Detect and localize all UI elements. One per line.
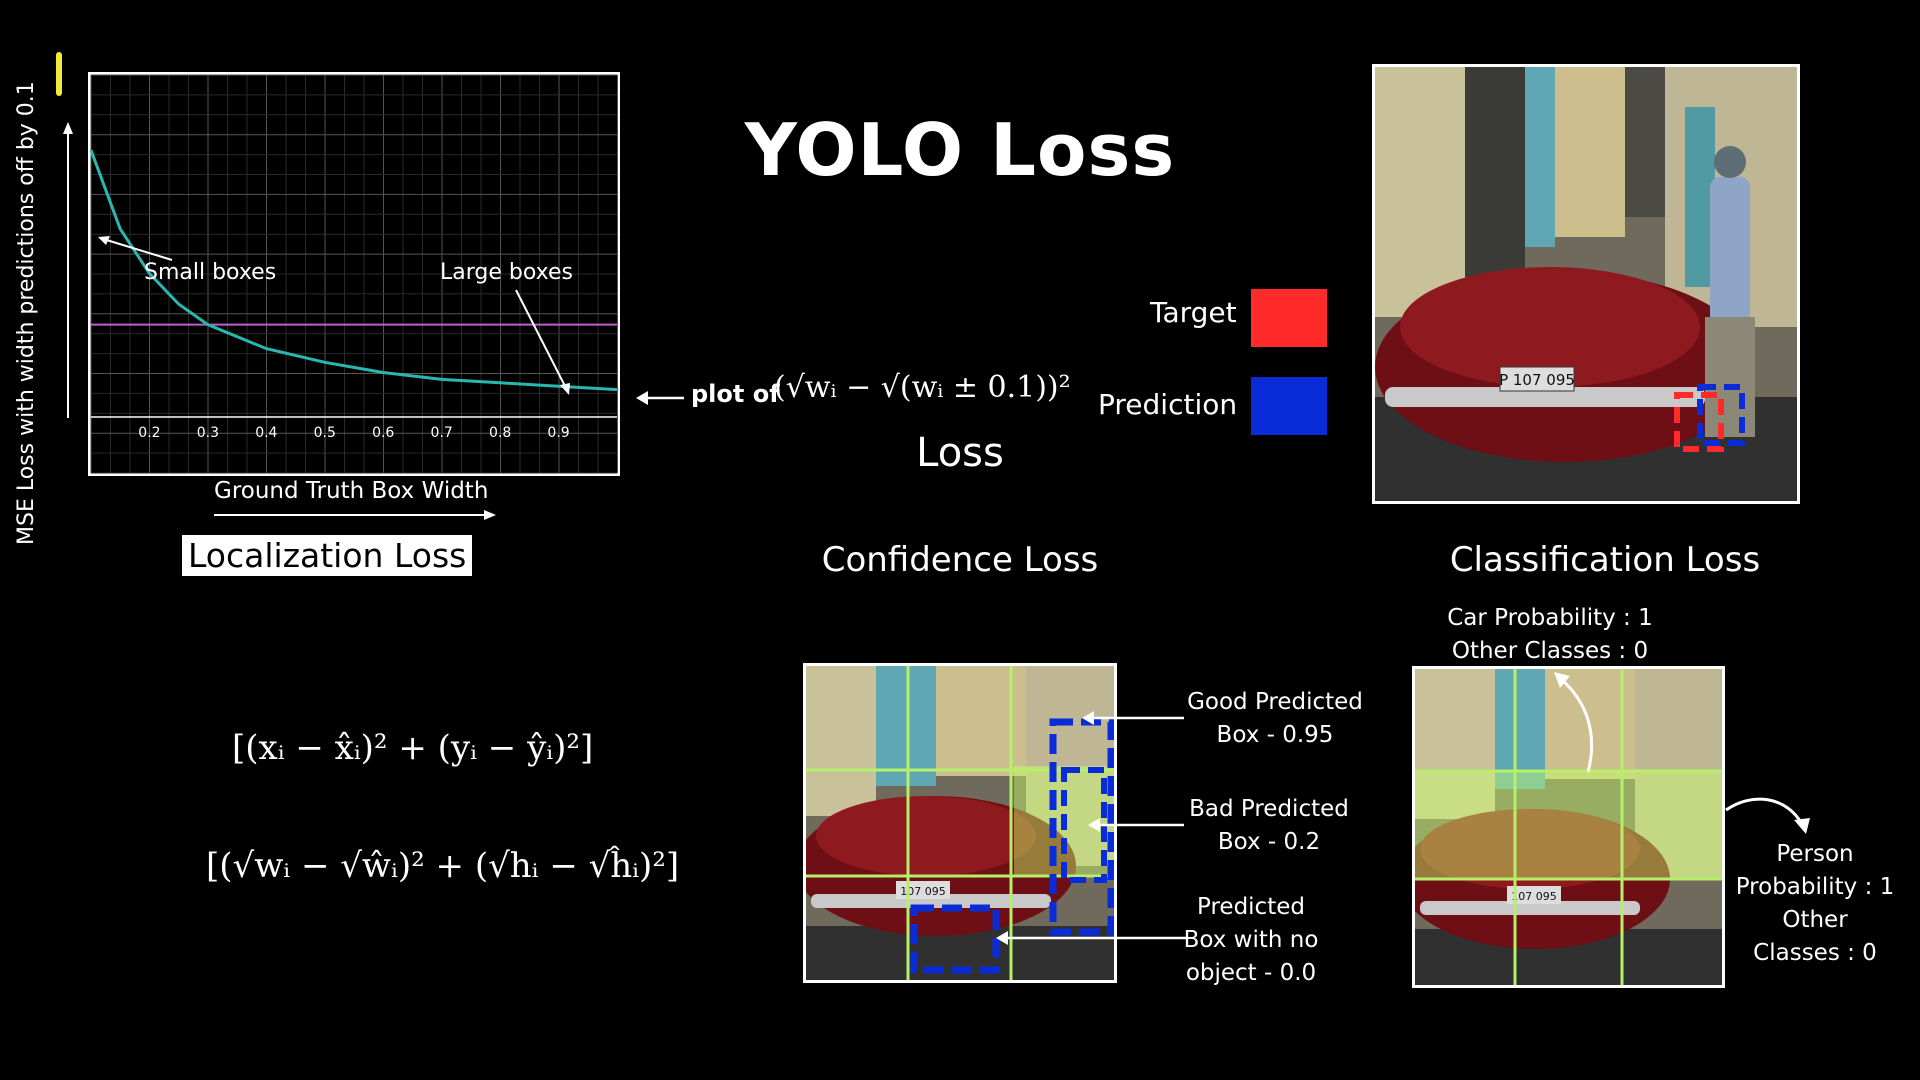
good-predicted-caption: Good Predicted Box - 0.95	[1187, 689, 1363, 748]
plot-of-label: plot of	[691, 380, 780, 408]
car-photo: P 107 095	[1372, 64, 1800, 504]
confidence-scene: 107 095	[806, 666, 1114, 980]
bad-predicted-caption: Bad Predicted Box - 0.2	[1189, 796, 1349, 855]
classification-scene: 107 095	[1415, 669, 1722, 985]
confidence-arrows	[1082, 711, 1184, 832]
large-boxes-arrow	[515, 289, 568, 391]
no-object-arrow	[996, 931, 1188, 945]
x-tick-label: 0.9	[547, 425, 569, 441]
car-scene-illustration: P 107 095	[1375, 67, 1797, 501]
x-tick-label: 0.8	[489, 425, 511, 441]
small-boxes-arrow	[99, 237, 173, 261]
prediction-box	[1697, 384, 1745, 446]
loss-word: Loss	[916, 430, 1004, 476]
x-tick-labels: 0.2 0.3 0.4 0.5 0.6 0.7 0.8 0.9	[138, 425, 569, 441]
small-boxes-annotation: Small boxes	[144, 260, 276, 285]
target-box	[1674, 392, 1724, 452]
localization-loss-label: Localization Loss	[182, 535, 473, 576]
chart-x-axis-label: Ground Truth Box Width	[214, 478, 489, 504]
legend-target-swatch	[1251, 289, 1327, 347]
classification-loss-heading: Classification Loss	[1449, 540, 1761, 580]
x-tick-label: 0.3	[197, 425, 219, 441]
x-axis-arrow	[214, 510, 496, 520]
mse-loss-chart: 0.2 0.3 0.4 0.5 0.6 0.7 0.8 0.9 Small boxes Lar…	[88, 72, 620, 476]
xy-loss-formula: [(xᵢ − x̂ᵢ)² + (yᵢ − ŷᵢ)²]	[232, 728, 594, 768]
no-object-caption: Predicted Box with no object - 0.0	[1183, 894, 1319, 986]
person-probability-caption: Person Probability : 1 Other Classes : 0	[1735, 841, 1895, 966]
legend-prediction-swatch	[1251, 377, 1327, 435]
y-axis-highlight	[56, 52, 62, 96]
classification-grid-photo: 107 095	[1412, 666, 1725, 988]
confidence-loss-heading: Confidence Loss	[821, 540, 1099, 580]
car-probability-caption: Car Probability : 1 Other Classes : 0	[1447, 605, 1653, 664]
person-class-arrow	[1725, 797, 1810, 834]
license-plate-small: 107 095	[1511, 890, 1557, 903]
loss-curve	[89, 149, 618, 392]
confidence-grid-photo: 107 095	[803, 663, 1117, 983]
x-tick-label: 0.7	[431, 425, 453, 441]
wh-loss-formula: [(√wᵢ − √ŵᵢ)² + (√hᵢ − √ĥᵢ)²]	[206, 846, 680, 886]
legend-target-label: Target	[1150, 296, 1237, 329]
left-arrow-icon	[636, 391, 684, 405]
car-class-arrow	[1554, 672, 1594, 773]
large-boxes-annotation: Large boxes	[440, 260, 573, 285]
license-plate-small: 107 095	[900, 885, 946, 898]
plot-formula: (√wᵢ − √(wᵢ ± 0.1))²	[774, 370, 1071, 405]
x-tick-label: 0.6	[372, 425, 394, 441]
page-title: YOLO Loss	[744, 108, 1176, 192]
x-tick-label: 0.5	[314, 425, 336, 441]
chart-grid	[90, 74, 618, 474]
x-tick-label: 0.4	[255, 425, 277, 441]
license-plate: P 107 095	[1499, 371, 1575, 389]
bad-predicted-box	[1061, 767, 1107, 883]
good-predicted-box	[1049, 718, 1114, 936]
x-tick-label: 0.2	[138, 425, 160, 441]
chart-y-axis-label: MSE Loss with width predictions off by 0…	[14, 81, 39, 545]
legend-prediction-label: Prediction	[1098, 388, 1238, 421]
y-axis-arrow	[63, 122, 73, 418]
no-object-box	[910, 904, 1000, 974]
